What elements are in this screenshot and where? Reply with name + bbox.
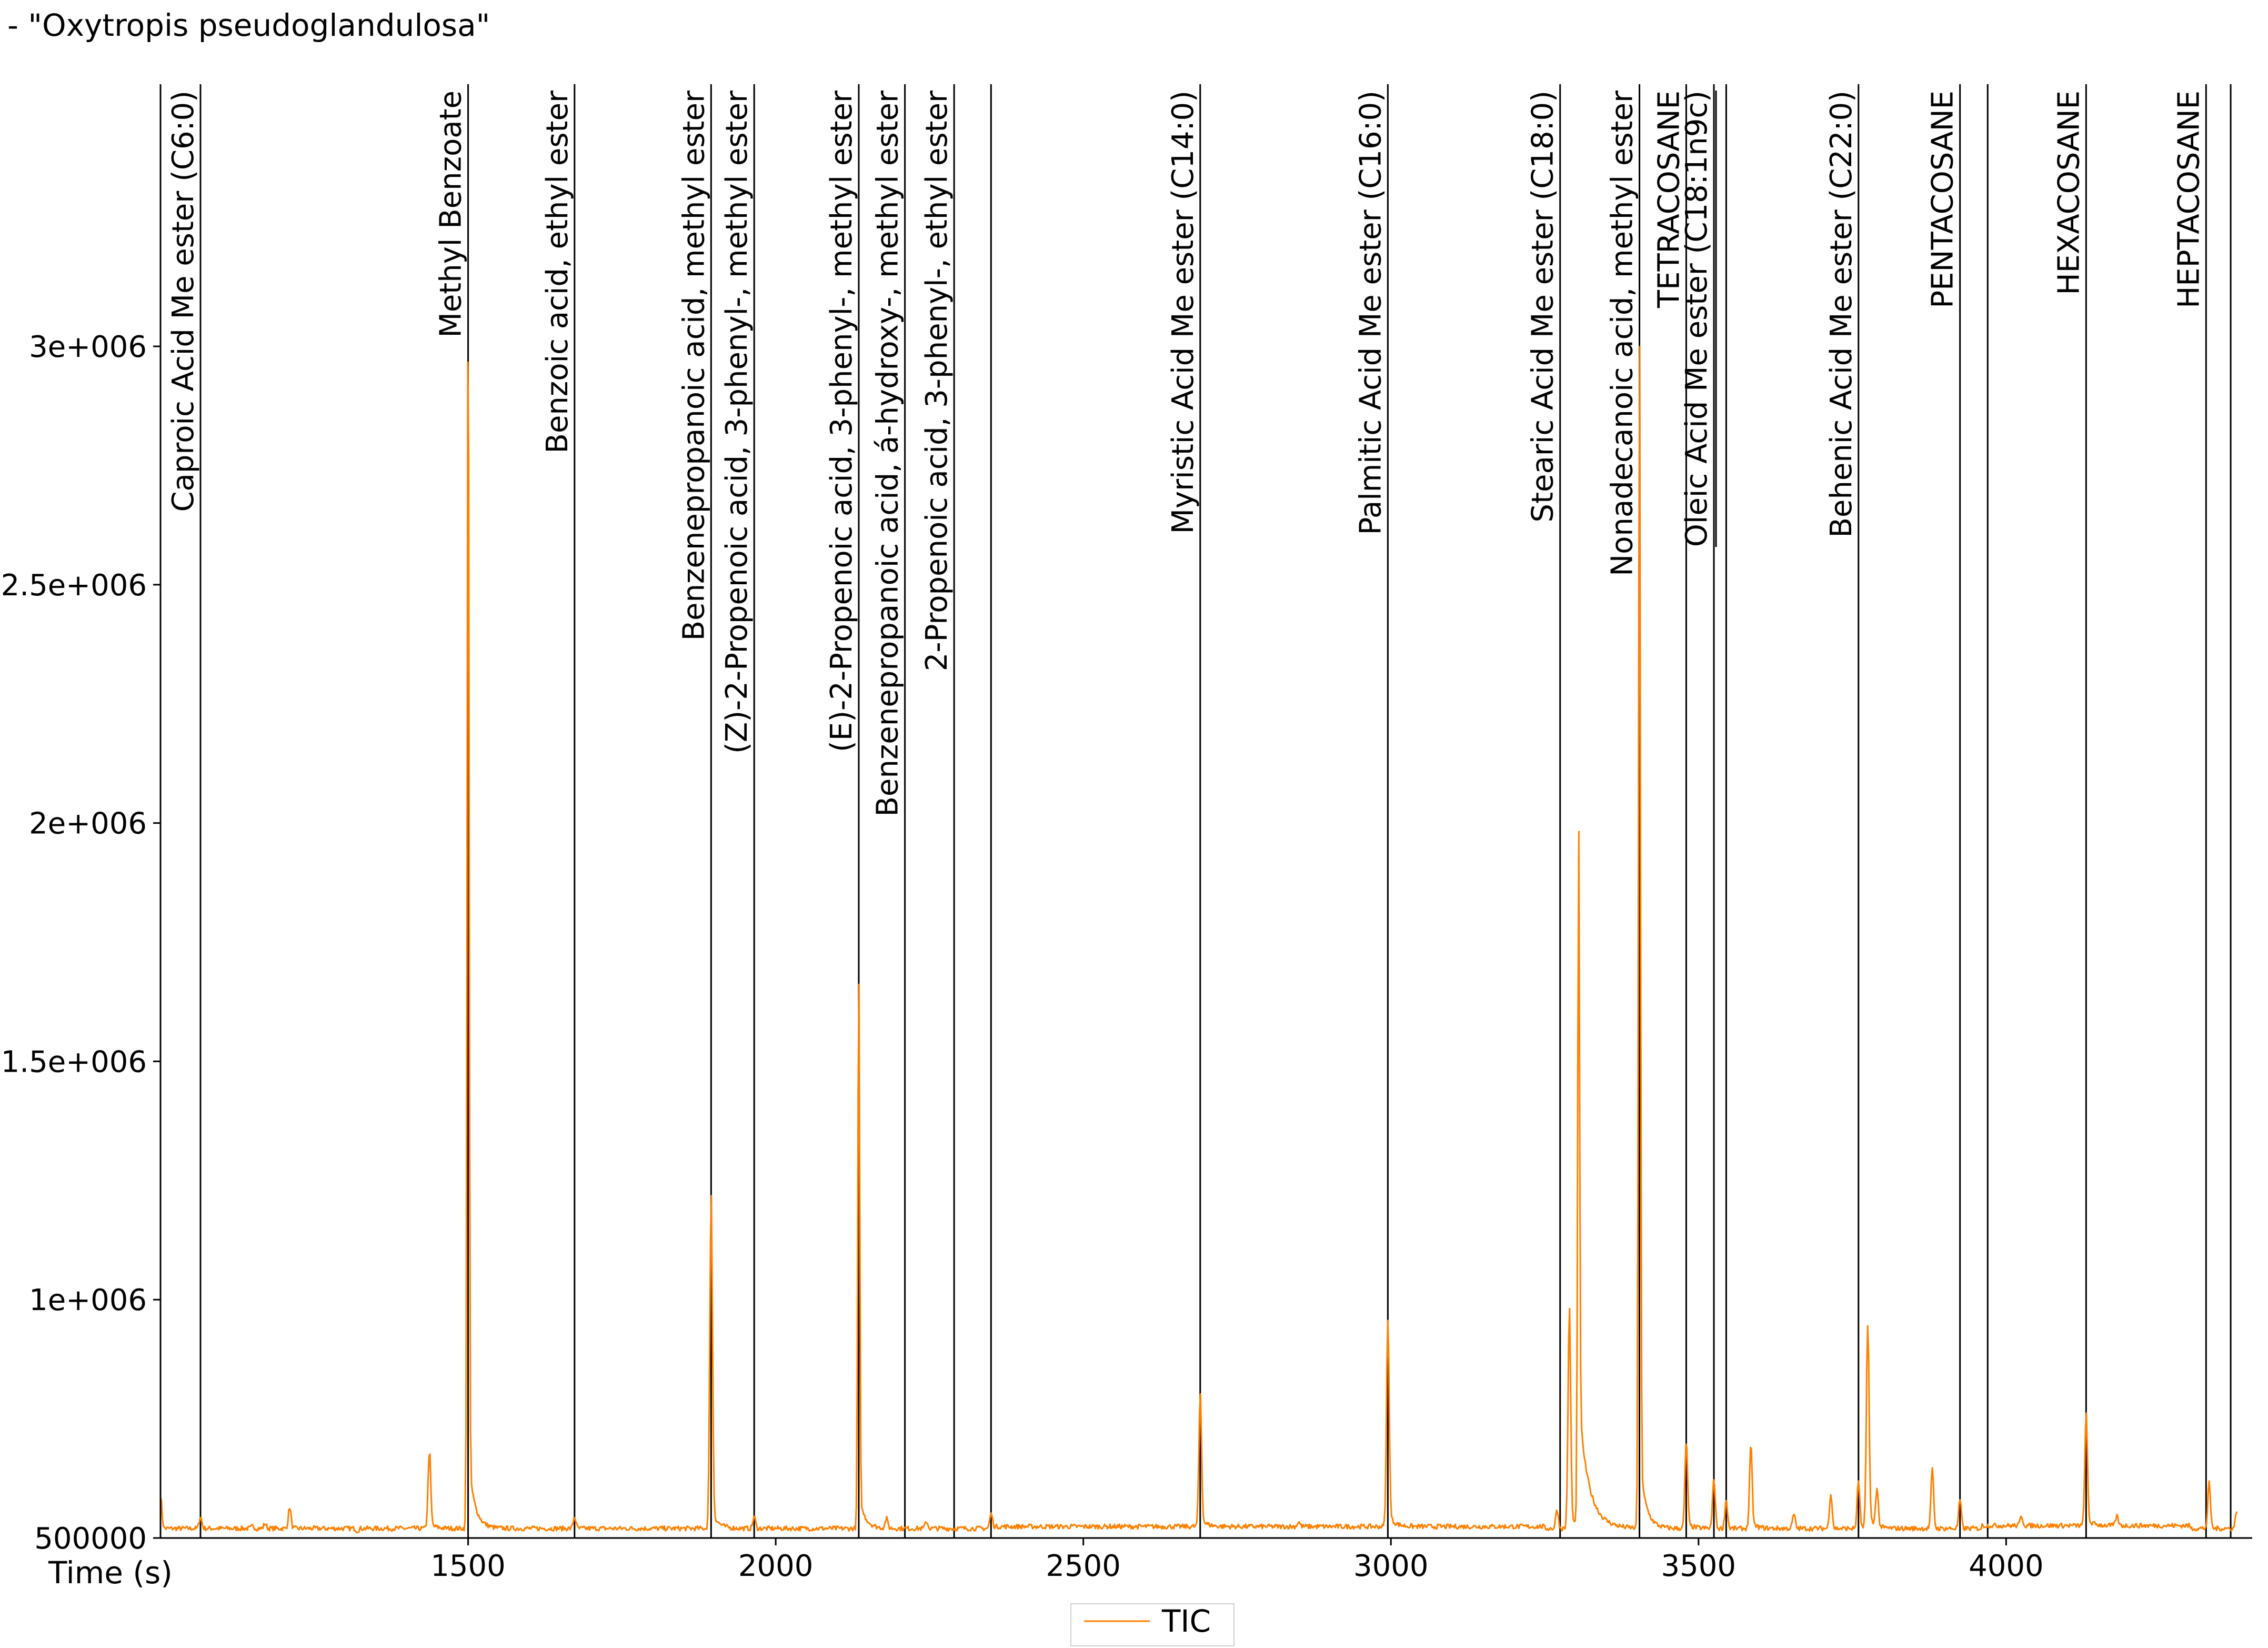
axes: 500000 1e+006 1.5e+006 2e+006 2.5e+006 3e+006… <box>1 84 2252 1591</box>
x-tick-label-2: 2500 <box>1046 1549 1121 1583</box>
marker-label-11: Stearic Acid Me ester (C18:0) <box>1526 91 1560 522</box>
x-tick-label-1: 2000 <box>738 1549 814 1583</box>
marker-label-13: TETRACOSANE <box>1652 91 1686 308</box>
marker-label-5: (E)-2-Propenoic acid, 3-phenyl-, methyl … <box>825 90 859 752</box>
x-axis-title: Time (s) <box>48 1555 173 1591</box>
x-tick-label-4: 3500 <box>1661 1549 1737 1583</box>
chart-title: - "Oxytropis pseudoglandulosa" <box>7 7 490 43</box>
marker-label-7: 2-Propenoic acid, 3-phenyl-, ethyl ester <box>920 90 954 671</box>
marker-label-3: Benzenepropanoic acid, methyl ester <box>677 90 711 641</box>
tic-series-line <box>159 346 2238 1534</box>
marker-label-2: Benzoic acid, ethyl ester <box>540 90 575 453</box>
marker-label-6: Benzenepropanoic acid, á-hydroxy-, methy… <box>871 90 905 816</box>
marker-label-4: (Z)-2-Propenoic acid, 3-phenyl-, methyl … <box>720 90 754 754</box>
marker-label-12: Nonadecanoic acid, methyl ester <box>1605 90 1640 576</box>
marker-label-19: HEXACOSANE <box>2052 91 2086 295</box>
legend-box <box>1070 1603 1235 1646</box>
legend: TIC <box>1070 1603 1235 1646</box>
y-tick-label-5: 3e+006 <box>29 330 147 364</box>
y-tick-label-1: 1e+006 <box>29 1283 147 1317</box>
y-tick-label-4: 2.5e+006 <box>1 568 147 603</box>
y-tick-label-3: 2e+006 <box>29 807 147 841</box>
series-layer <box>159 346 2238 1534</box>
x-tick-label-5: 4000 <box>1969 1549 2044 1583</box>
marker-label-0: Caproic Acid Me ester (C6:0) <box>166 91 200 512</box>
x-tick-label-3: 3000 <box>1353 1549 1429 1583</box>
marker-label-10: Palmitic Acid Me ester (C16:0) <box>1353 91 1388 535</box>
x-tick-label-0: 1500 <box>430 1549 506 1583</box>
marker-label-9: Myristic Acid Me ester (C14:0) <box>1166 91 1200 534</box>
marker-label-17: PENTACOSANE <box>1926 91 1960 308</box>
marker-label-20: HEPTACOSANE <box>2172 91 2206 308</box>
y-tick-label-2: 1.5e+006 <box>1 1045 147 1079</box>
legend-label-tic: TIC <box>1161 1603 1211 1639</box>
marker-label-14: Oleic Acid Me ester (C18:1n9c) <box>1680 91 1714 547</box>
annotation-markers: Caproic Acid Me ester (C6:0) Methyl Benzo… <box>166 84 2232 1538</box>
y-tick-label-0: 500000 <box>34 1522 147 1556</box>
marker-label-16: Behenic Acid Me ester (C22:0) <box>1824 91 1859 537</box>
marker-label-1: Methyl Benzoate <box>434 91 468 337</box>
